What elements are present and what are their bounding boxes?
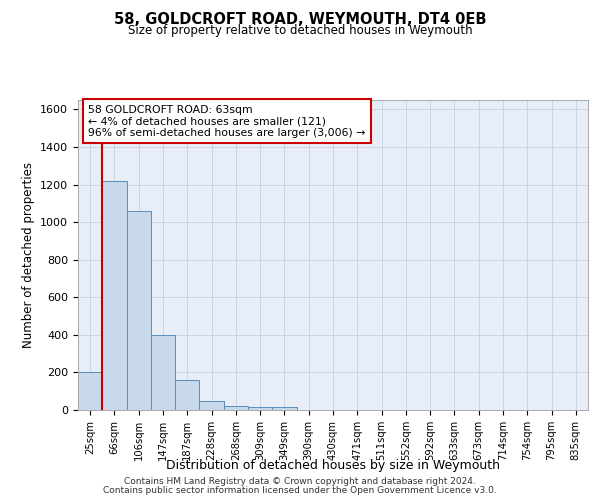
Text: 58, GOLDCROFT ROAD, WEYMOUTH, DT4 0EB: 58, GOLDCROFT ROAD, WEYMOUTH, DT4 0EB — [114, 12, 486, 28]
Bar — [248, 407, 272, 410]
Text: Distribution of detached houses by size in Weymouth: Distribution of detached houses by size … — [166, 460, 500, 472]
Text: Size of property relative to detached houses in Weymouth: Size of property relative to detached ho… — [128, 24, 472, 37]
Bar — [175, 380, 199, 410]
Bar — [224, 406, 248, 410]
Text: Contains public sector information licensed under the Open Government Licence v3: Contains public sector information licen… — [103, 486, 497, 495]
Bar — [102, 181, 127, 410]
Bar — [151, 335, 175, 410]
Y-axis label: Number of detached properties: Number of detached properties — [22, 162, 35, 348]
Bar — [78, 372, 102, 410]
Text: 58 GOLDCROFT ROAD: 63sqm
← 4% of detached houses are smaller (121)
96% of semi-d: 58 GOLDCROFT ROAD: 63sqm ← 4% of detache… — [88, 104, 365, 138]
Bar — [272, 407, 296, 410]
Text: Contains HM Land Registry data © Crown copyright and database right 2024.: Contains HM Land Registry data © Crown c… — [124, 477, 476, 486]
Bar — [199, 400, 224, 410]
Bar — [127, 211, 151, 410]
